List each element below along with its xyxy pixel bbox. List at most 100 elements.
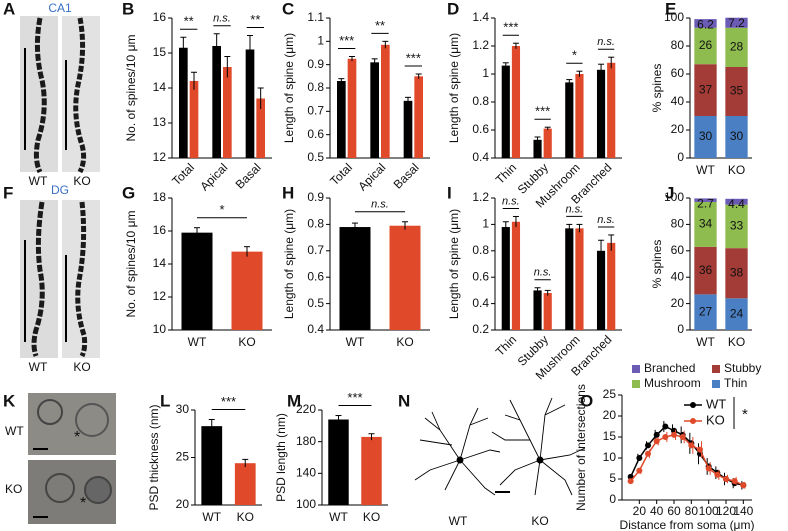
significance-label: * — [742, 406, 748, 423]
y-tick-label: 15 — [603, 429, 617, 443]
stack-segment — [694, 246, 717, 295]
segment-label: 4.4 — [728, 197, 745, 211]
x-tick-label: WT — [202, 510, 221, 524]
y-axis-label: % spines — [650, 64, 664, 113]
x-tick-label: KO — [237, 510, 254, 524]
bar — [511, 221, 521, 330]
panel-letter: L — [160, 391, 170, 410]
bar — [212, 46, 221, 158]
point — [705, 465, 712, 472]
significance-label: * — [219, 202, 224, 217]
bar — [543, 128, 552, 158]
stack-segment — [725, 27, 748, 67]
y-tick-label: 1.4 — [472, 10, 489, 24]
panel-letter: B — [122, 0, 134, 18]
point — [636, 467, 643, 474]
stack-segment — [725, 116, 748, 158]
segment-label: 24 — [730, 306, 744, 320]
y-tick-label: 14 — [153, 256, 167, 270]
significance-label: n.s. — [597, 214, 615, 226]
x-tick-label: WT — [696, 335, 715, 349]
bar — [501, 227, 510, 330]
y-tick-label: 80 — [671, 217, 685, 231]
panel-letter: K — [3, 391, 16, 410]
x-tick-label: 120 — [716, 504, 736, 518]
bar — [596, 69, 606, 158]
bar — [201, 426, 223, 505]
legend-label: KO — [706, 412, 725, 427]
caption: WT — [29, 360, 48, 374]
point — [645, 450, 651, 457]
panel-letter: H — [282, 183, 294, 202]
stack-segment — [694, 294, 717, 330]
x-tick-label: Apical — [355, 160, 388, 193]
point — [723, 476, 729, 482]
y-tick-label: 0.8 — [472, 243, 489, 257]
bar — [596, 250, 606, 330]
significance-label: ** — [250, 12, 260, 27]
stack-segment — [725, 204, 748, 249]
x-tick-label: 60 — [667, 504, 681, 518]
point — [636, 455, 643, 461]
bar — [575, 228, 584, 330]
bar — [234, 463, 256, 505]
x-tick-label: KO — [363, 510, 380, 524]
significance-label: ** — [184, 14, 194, 29]
significance-label: n.s. — [534, 267, 552, 279]
y-tick-label: 0.4 — [307, 322, 324, 336]
segment-label: 33 — [730, 219, 744, 233]
y-tick-label: 0 — [677, 322, 684, 336]
segment-label: 7.2 — [728, 16, 745, 30]
y-tick-label: 20 — [671, 296, 685, 310]
point — [740, 482, 747, 489]
marker: * — [74, 429, 80, 446]
y-tick-label: 0.4 — [472, 296, 489, 310]
x-tick-label: WT — [188, 335, 207, 349]
y-tick-label: 0 — [677, 150, 684, 164]
bar — [361, 436, 382, 505]
x-tick-label: KO — [728, 163, 745, 177]
point — [688, 442, 695, 449]
significance-label: *** — [339, 33, 354, 48]
y-tick-label: 0.2 — [472, 322, 489, 336]
y-tick-label: 0.8 — [307, 217, 324, 231]
segment-label: 30 — [730, 129, 744, 143]
y-axis-label: % spines — [650, 240, 664, 289]
stack-segment — [725, 248, 748, 299]
region-title: CA1 — [48, 1, 72, 15]
y-tick-label: 25 — [603, 387, 617, 401]
bar — [189, 81, 199, 158]
y-tick-label: 60 — [671, 66, 685, 80]
y-tick-label: 10 — [153, 322, 167, 336]
x-tick-label: 20 — [633, 504, 647, 518]
significance-label: ** — [375, 18, 385, 33]
bar — [403, 100, 413, 158]
stack-segment — [725, 298, 748, 330]
bar — [337, 81, 346, 158]
y-tick-label: 180 — [296, 434, 316, 448]
segment-label: 28 — [730, 40, 744, 54]
x-tick-label: WT — [696, 163, 715, 177]
y-tick-label: 0.7 — [307, 243, 324, 257]
point — [731, 478, 738, 485]
segment-label: 35 — [730, 84, 744, 98]
segment-label: 26 — [699, 38, 713, 52]
y-tick-label: 20 — [671, 122, 685, 136]
x-tick-label: Total — [169, 160, 197, 188]
bar — [245, 49, 255, 158]
region-title: DG — [51, 183, 69, 197]
y-tick-label: 13 — [153, 115, 167, 129]
segment-label: 36 — [699, 263, 713, 277]
y-tick-label: 60 — [671, 243, 685, 257]
x-tick-label: WT — [346, 335, 365, 349]
panel-letter: D — [447, 0, 459, 18]
stack-segment — [694, 116, 717, 158]
y-tick-label: 0.4 — [472, 150, 489, 164]
x-tick-label: WT — [329, 510, 348, 524]
y-axis-label: Length of spine (μm) — [282, 209, 296, 319]
legend-label: Branched — [644, 361, 695, 375]
y-tick-label: 30 — [176, 402, 190, 416]
bar — [414, 76, 423, 158]
segment-label: 38 — [730, 265, 744, 279]
x-tick-label: Total — [327, 160, 355, 188]
